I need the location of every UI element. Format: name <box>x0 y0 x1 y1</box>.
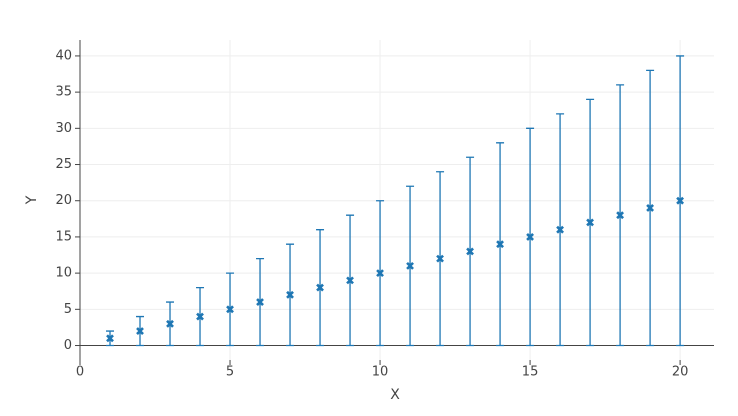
marker <box>646 204 655 212</box>
y-tick-label: 40 <box>55 48 72 63</box>
y-axis-label: Y <box>24 195 40 205</box>
marker <box>196 312 204 321</box>
marker <box>316 283 324 292</box>
marker <box>346 276 354 285</box>
y-tick-label: 15 <box>55 229 72 244</box>
y-tick-label: 10 <box>55 266 72 281</box>
x-tick-label: 5 <box>226 365 234 380</box>
marker <box>526 233 534 241</box>
x-tick-label: 20 <box>672 365 689 380</box>
marker <box>586 218 594 227</box>
marker <box>106 334 114 343</box>
y-tick-label: 5 <box>64 302 72 317</box>
y-tick-label: 0 <box>64 338 72 353</box>
y-tick-label: 20 <box>55 193 72 208</box>
y-tick-label: 35 <box>55 85 72 100</box>
marker <box>676 196 685 205</box>
marker <box>136 327 144 335</box>
marker <box>466 247 474 256</box>
x-tick-label: 15 <box>522 365 539 380</box>
y-tick-label: 30 <box>55 121 72 136</box>
marker <box>496 240 504 249</box>
x-tick-label: 10 <box>372 365 389 380</box>
marker <box>256 298 264 307</box>
marker <box>436 254 444 263</box>
marker <box>286 290 294 299</box>
y-tick-label: 25 <box>55 157 72 172</box>
x-tick-label: 0 <box>76 365 84 380</box>
marker <box>166 319 174 328</box>
x-axis-label: X <box>390 387 400 403</box>
marker <box>616 211 625 220</box>
marker <box>406 261 414 270</box>
marker <box>556 225 564 234</box>
marker <box>376 269 384 278</box>
marker <box>226 305 234 314</box>
